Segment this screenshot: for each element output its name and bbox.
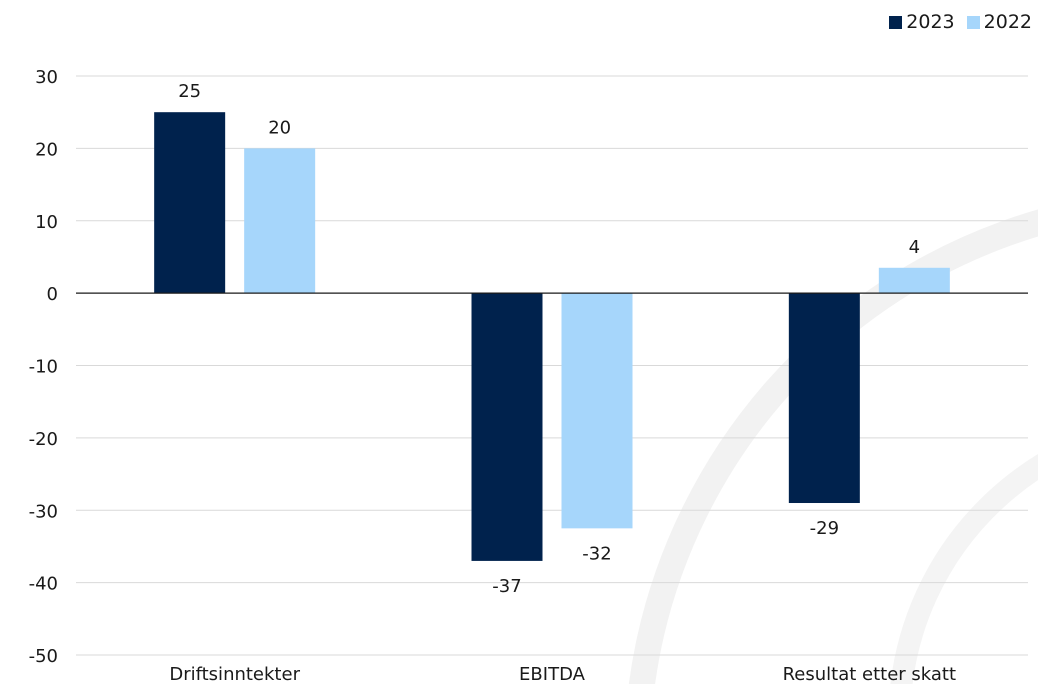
bar-2023-1 — [471, 293, 543, 561]
x-tick-label: Driftsinntekter — [169, 664, 300, 684]
bar-2022-1 — [561, 293, 633, 529]
data-label-2023-2: -29 — [810, 518, 839, 539]
legend: 2023 2022 — [889, 11, 1032, 33]
data-label-2022-0: 20 — [268, 117, 291, 138]
bar-2023-0 — [154, 112, 226, 294]
bars — [154, 112, 950, 561]
y-tick-label: 30 — [35, 67, 58, 88]
legend-label-2023: 2023 — [906, 11, 955, 33]
y-tick-label: 20 — [35, 139, 58, 160]
data-label-2022-2: 4 — [909, 237, 920, 258]
gridlines — [76, 75, 1028, 656]
x-tick-label: Resultat etter skatt — [783, 664, 956, 684]
y-tick-label: -20 — [29, 429, 58, 450]
y-tick-label: -40 — [29, 574, 58, 595]
data-label-2023-1: -37 — [492, 576, 521, 597]
bar-2022-2 — [878, 267, 950, 294]
legend-swatch-2022 — [966, 15, 980, 29]
watermark-arc-inner — [890, 454, 1038, 684]
y-axis-ticks: 30 20 10 0 -10 -20 -30 -40 -50 — [29, 67, 58, 667]
data-label-2023-0: 25 — [178, 81, 201, 102]
y-tick-label: -30 — [29, 501, 58, 522]
data-label-2022-1: -32 — [582, 543, 611, 564]
legend-item-2022: 2022 — [966, 11, 1032, 33]
x-axis-ticks: Driftsinntekter EBITDA Resultat etter skat… — [169, 664, 956, 684]
y-tick-label: 10 — [35, 212, 58, 233]
x-tick-label: EBITDA — [519, 664, 586, 684]
bar-2023-2 — [788, 293, 860, 504]
y-tick-label: 0 — [47, 284, 58, 305]
y-tick-label: -10 — [29, 357, 58, 378]
legend-swatch-2023 — [889, 15, 903, 29]
legend-label-2022: 2022 — [983, 11, 1032, 33]
legend-item-2023: 2023 — [889, 11, 955, 33]
y-tick-label: -50 — [29, 646, 58, 667]
bar-2022-0 — [244, 148, 316, 294]
data-labels: 25 20 -37 -32 -29 4 — [178, 81, 920, 597]
